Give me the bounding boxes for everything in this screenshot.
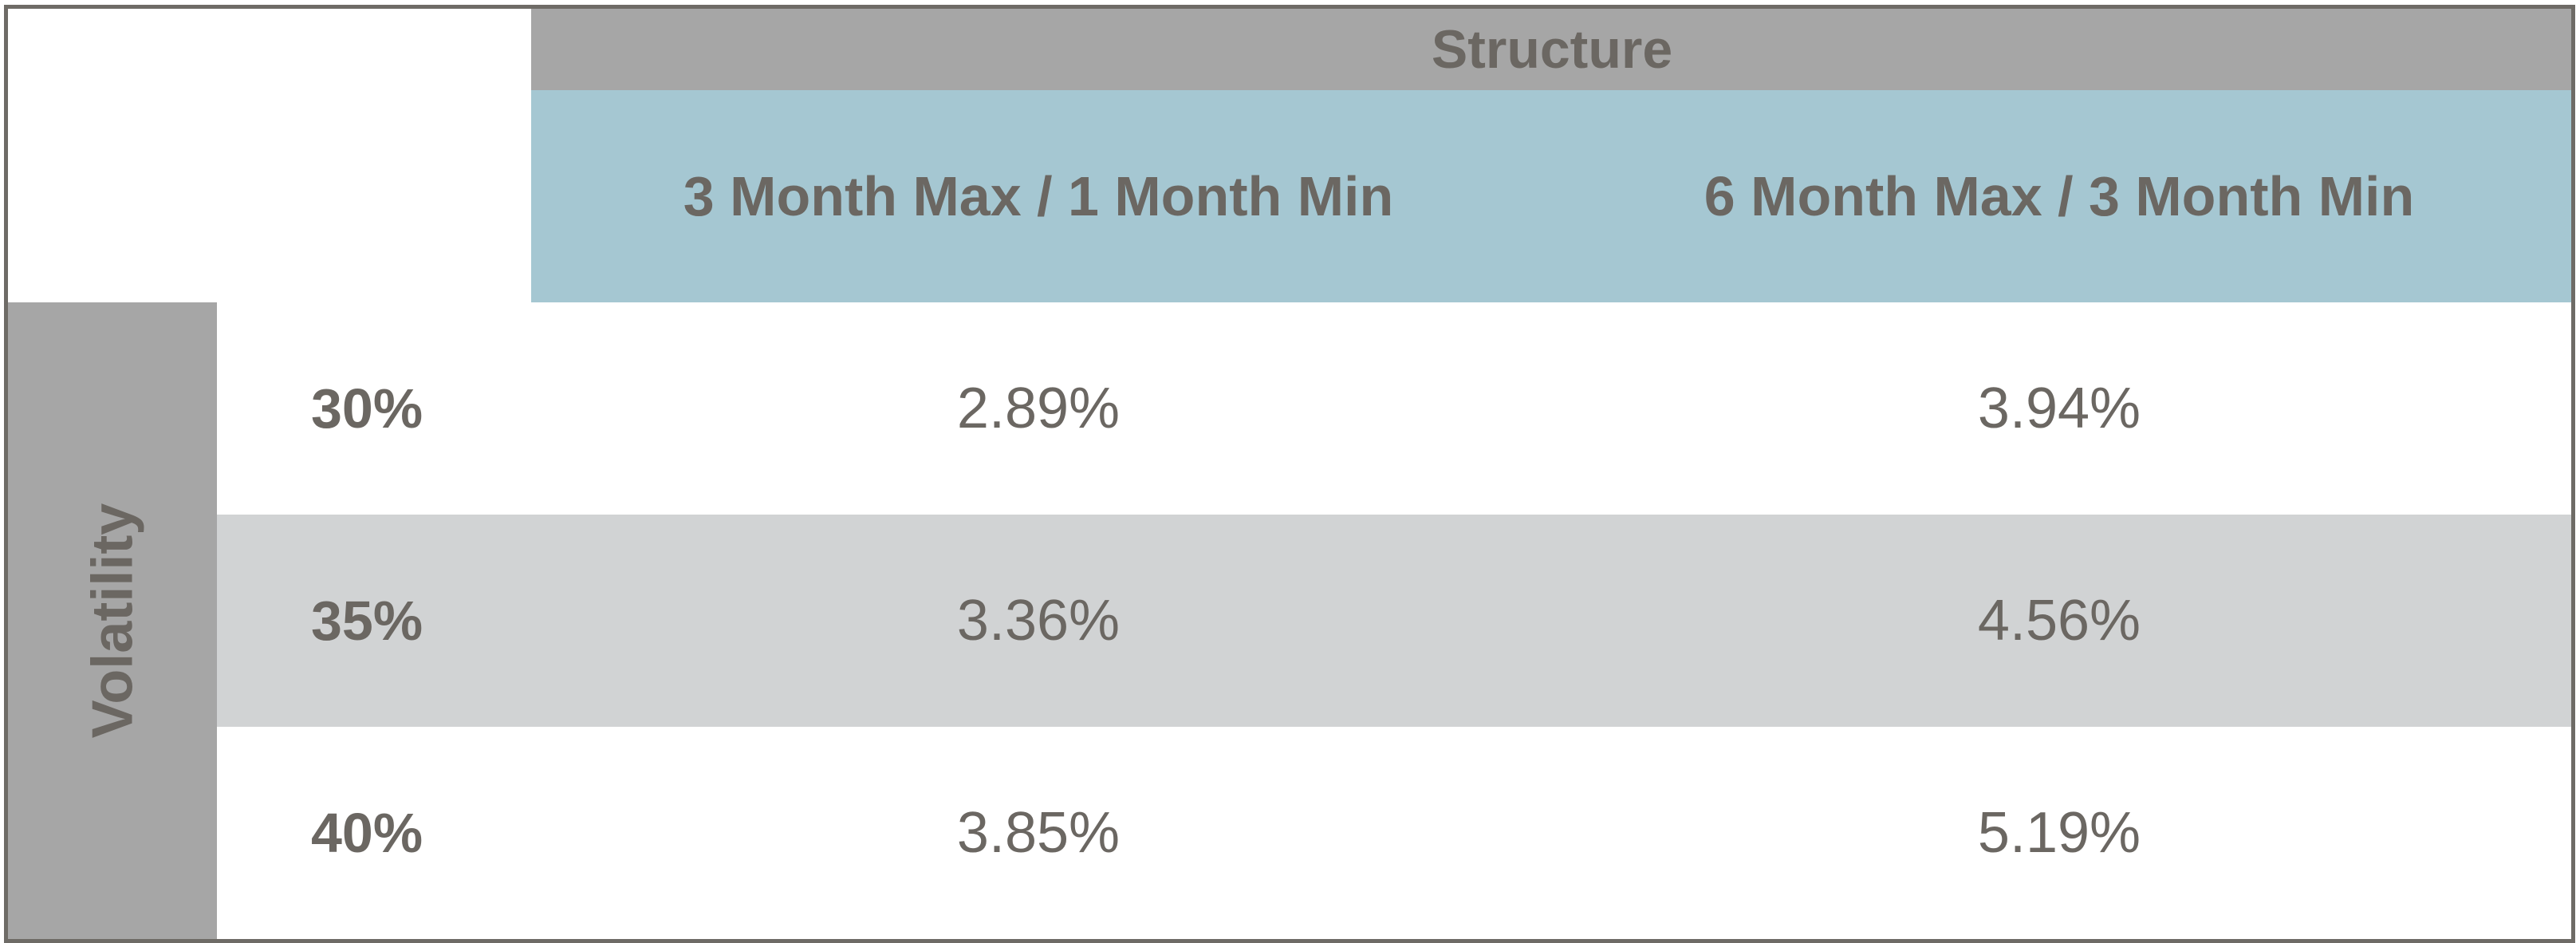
volatility-label: Volatility — [81, 503, 144, 739]
structure-header: Structure — [531, 9, 2571, 90]
row-label-35: 35% — [311, 590, 423, 652]
table-cell: 3.94% — [1977, 377, 2141, 440]
column-header-6m-3m: 6 Month Max / 3 Month Min — [1546, 90, 2571, 302]
row-label-40: 40% — [311, 802, 423, 864]
row-label-30: 30% — [311, 377, 423, 440]
volatility-side-header: Volatility — [8, 302, 217, 939]
table-cell: 5.19% — [1977, 801, 2141, 865]
table-cell: 3.36% — [956, 589, 1121, 653]
table-cell: 2.89% — [956, 377, 1121, 440]
table-row-35 — [217, 515, 2571, 727]
table-cell: 3.85% — [956, 801, 1121, 865]
table-cell: 4.56% — [1977, 589, 2141, 653]
volatility-structure-table: Structure 3 Month Max / 1 Month Min 6 Mo… — [4, 5, 2575, 943]
column-header-3m-1m: 3 Month Max / 1 Month Min — [531, 90, 1546, 302]
